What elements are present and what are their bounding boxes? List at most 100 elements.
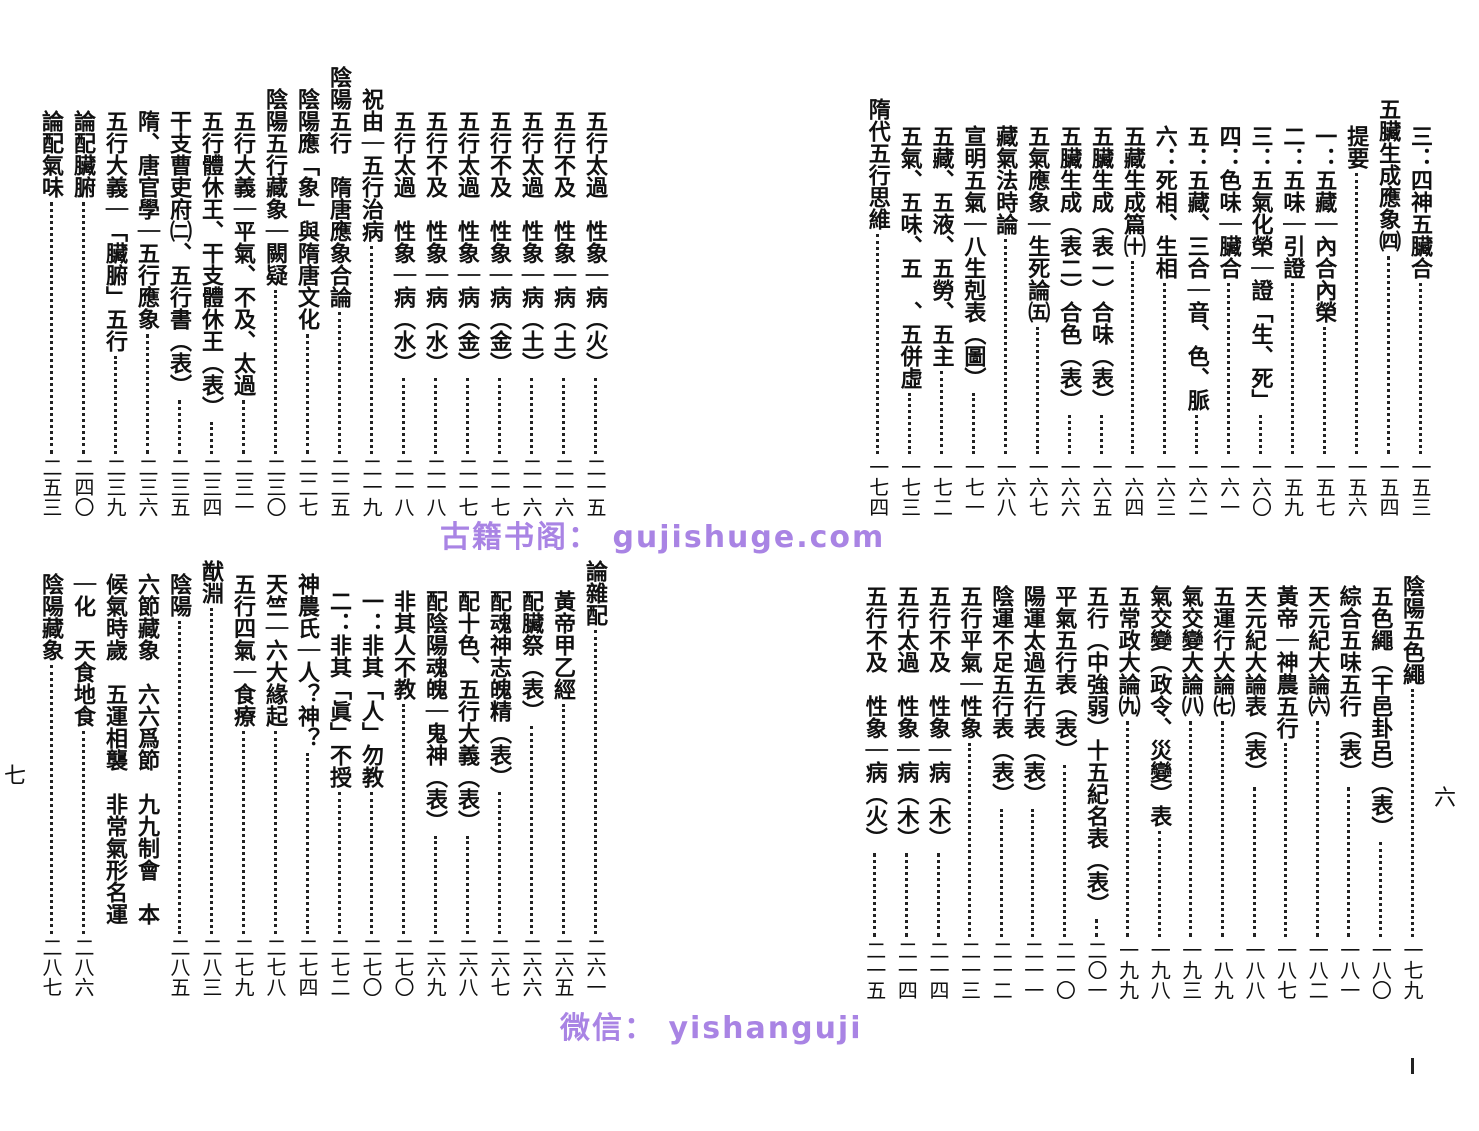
dot-leader xyxy=(1067,415,1071,454)
dot-leader xyxy=(49,665,53,934)
toc-entry-title: 陰陽五色繩 xyxy=(1399,575,1425,685)
toc-entry-title: 陰陽五行藏象｜闕疑 xyxy=(262,88,288,286)
dot-leader xyxy=(1315,721,1319,937)
toc-entry: 天元紀大論㈥ 一八二 xyxy=(1302,585,1332,1000)
toc-entry-title: 五行體休王、干支體休王（表） xyxy=(198,110,224,418)
toc-entry-title: 猷淵 xyxy=(198,560,224,604)
toc-entry: 五行太過 性象｜病（土） 二一六 xyxy=(516,110,546,517)
dot-leader xyxy=(1094,919,1098,937)
toc-entry: 陰陽五色繩 一七九 xyxy=(1397,575,1427,1000)
toc-entry: 五行太過 性象｜病（火） 二一五 xyxy=(580,110,610,517)
toc-entry-title: 四：色味｜臟合 xyxy=(1215,125,1242,279)
toc-entry: 綜合五味五行（表） 一八一 xyxy=(1334,585,1364,1000)
toc-entry-page: 二一四 xyxy=(894,940,919,1000)
dot-leader xyxy=(1322,327,1326,454)
toc-entry-page: 二二五 xyxy=(327,457,351,517)
toc-entry-page: 一九三 xyxy=(1178,940,1203,1000)
dot-leader xyxy=(1378,842,1382,937)
dot-leader xyxy=(1259,415,1262,454)
dot-leader xyxy=(177,400,181,454)
toc-entry: 宣明五氣｜八生剋表（圖） 一七一 xyxy=(958,125,988,517)
toc-entry: 五運行大論㈦ 一八九 xyxy=(1207,585,1237,1000)
dot-leader xyxy=(1062,765,1066,937)
dot-leader xyxy=(908,393,912,454)
toc-entry-page: 一七九 xyxy=(1400,940,1424,1000)
dot-leader xyxy=(401,704,405,934)
toc-entry: 猷淵 二八三 xyxy=(196,560,226,997)
dot-leader xyxy=(904,853,908,937)
toc-entry-title: 五臟生成（表二）合色（表） xyxy=(1056,125,1083,411)
dot-leader xyxy=(369,246,373,454)
toc-entry-title: 五行大義｜「臟腑」五行 xyxy=(102,110,128,352)
dot-leader xyxy=(209,422,213,454)
toc-entry: 隋代五行思維 一七四 xyxy=(863,98,893,517)
toc-entry-page: 二五三 xyxy=(39,457,63,517)
dot-leader xyxy=(593,378,597,454)
toc-entry-title: 平氣五行表（表） xyxy=(1051,585,1078,761)
toc-entry: 四：色味｜臟合 一六一 xyxy=(1214,125,1244,517)
toc-entry: 五行大義｜平氣、不及、太過 二三一 xyxy=(228,110,258,517)
toc-entry-page: 二四〇 xyxy=(71,457,95,517)
right-page-number: 六 xyxy=(1434,786,1457,811)
toc-entry-title: 五行太過 性象｜病（木） xyxy=(893,585,920,849)
toc-entry-page: 一七一 xyxy=(961,457,986,517)
toc-entry: 配臟祭（表） 二六六 xyxy=(516,590,546,997)
dot-leader xyxy=(401,378,405,454)
toc-entry: 陰陽 二八五 xyxy=(164,573,194,997)
toc-entry: 陰運不足五行表（表） 二一二 xyxy=(986,585,1016,1000)
toc-entry-title: 五行四氣｜食療 xyxy=(230,573,256,727)
toc-entry-page: 一五九 xyxy=(1280,457,1305,517)
toc-entry-title: 一：五藏｜內合內榮 xyxy=(1311,125,1338,323)
toc-entry-page: 一五四 xyxy=(1376,457,1401,517)
toc-entry: 藏氣法時論 一六八 xyxy=(990,125,1020,517)
dot-leader xyxy=(940,371,943,454)
toc-entry: 三：五氣化榮｜證「生、死」 一六〇 xyxy=(1246,125,1276,517)
dot-leader xyxy=(876,234,880,454)
toc-entry: 配十色、五行大義（表） 二六八 xyxy=(452,590,482,997)
toc-entry: 三：四神五臟合 一五三 xyxy=(1405,125,1435,517)
dot-leader xyxy=(337,312,341,454)
toc-entry-page: 二一九 xyxy=(359,457,383,517)
dot-leader xyxy=(433,378,437,454)
toc-entry-title: 氣交變（政令、災變）表 xyxy=(1146,585,1173,827)
toc-entry-title: 陽運太過五行表（表） xyxy=(1019,585,1046,805)
toc-entry-page: 一八七 xyxy=(1273,940,1298,1000)
dot-leader xyxy=(593,630,597,934)
toc-entry-page: 二一二 xyxy=(989,940,1014,1000)
toc-entry-title: 五行（中強弱）十五紀名表（表） xyxy=(1083,585,1109,915)
toc-entry-title: 提要 xyxy=(1343,125,1370,169)
dot-leader xyxy=(561,704,565,934)
dot-leader xyxy=(529,726,533,934)
toc-entry-title: 五藏、五液、五勞、五主 xyxy=(928,125,955,367)
toc-entry: 五行不及 性象｜病（金） 二一七 xyxy=(484,110,514,517)
toc-entry: 六節藏象 六六爲節 九九制會 本 xyxy=(132,573,162,925)
toc-entry: 天竺｜六大緣起 二七八 xyxy=(260,573,290,997)
toc-entry: 氣交變（政令、災變）表 一九八 xyxy=(1144,585,1174,1000)
toc-entry: 五行體休王、干支體休王（表） 二三四 xyxy=(196,110,226,517)
dot-leader xyxy=(1195,415,1199,454)
toc-entry-page: 一六〇 xyxy=(1248,457,1273,517)
toc-entry-title: 宣明五氣｜八生剋表（圖） xyxy=(960,125,987,389)
toc-entry-page: 一五六 xyxy=(1344,457,1369,517)
dot-leader xyxy=(209,608,213,934)
toc-entry: 神農氏｜人？神？ 二七四 xyxy=(292,573,322,997)
toc-entry-title: 五臟生成（表一）合味（表） xyxy=(1088,125,1114,411)
toc-entry: 五色繩（干邑卦呂）（表） 一八〇 xyxy=(1365,585,1395,1000)
toc-entry-title: 三：四神五臟合 xyxy=(1407,125,1433,279)
toc-entry-title: 候氣時歲 五運相襲 非常氣形名運 xyxy=(102,573,128,925)
toc-entry-title: 論雜配 xyxy=(582,560,608,626)
dot-leader xyxy=(1189,721,1193,937)
dot-leader xyxy=(145,334,149,454)
toc-entry-title: 陰陽五行 隋唐應象合論 xyxy=(326,66,352,308)
toc-entry: 五行太過 性象｜病（金） 二一七 xyxy=(452,110,482,517)
toc-entry-page: 二六六 xyxy=(519,937,543,997)
toc-entry: 黃帝甲乙經 二六五 xyxy=(548,590,578,997)
toc-entry-title: 五行太過 性象｜病（土） xyxy=(518,110,544,374)
toc-entry-page: 二六一 xyxy=(583,937,607,997)
toc-entry-page: 二一八 xyxy=(423,457,447,517)
dot-leader xyxy=(1410,689,1414,937)
toc-entry-page: 二八六 xyxy=(71,937,95,997)
toc-entry: 陰陽藏象 二八七 xyxy=(36,573,66,997)
toc-entry-title: 配魂神志魄精（表） xyxy=(486,590,512,788)
dot-leader xyxy=(1099,415,1103,454)
